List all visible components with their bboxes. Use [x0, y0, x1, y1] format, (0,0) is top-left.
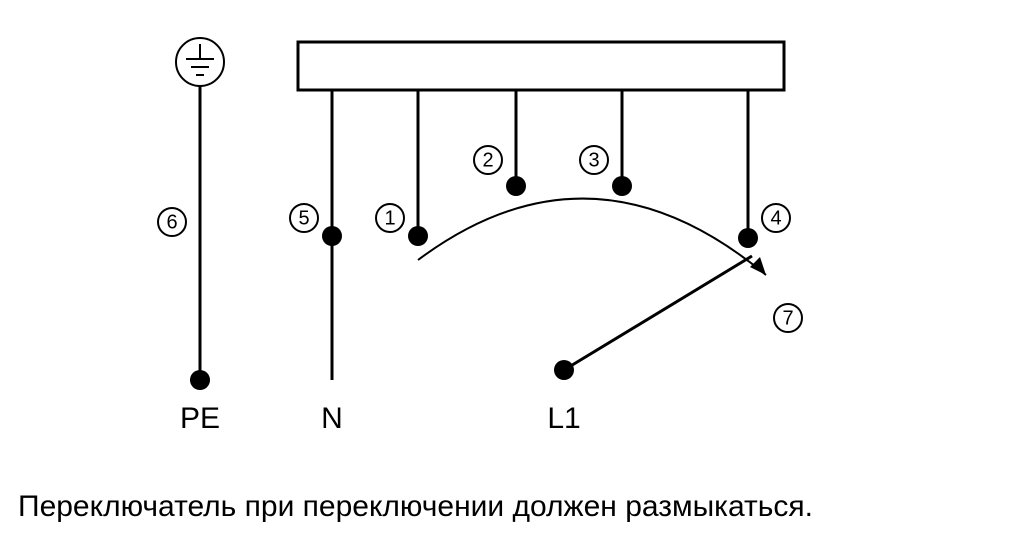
caption-text: Переключатель при переключении должен ра… — [18, 490, 813, 524]
wiring-diagram: PE 6 N 5 1 2 3 4 L1 7 — [0, 0, 1024, 460]
svg-text:N: N — [321, 402, 343, 435]
svg-text:6: 6 — [166, 211, 177, 233]
svg-text:5: 5 — [298, 207, 309, 229]
svg-text:3: 3 — [588, 149, 599, 171]
svg-text:7: 7 — [782, 307, 793, 329]
svg-text:PE: PE — [180, 402, 220, 435]
svg-text:1: 1 — [384, 207, 395, 229]
svg-text:4: 4 — [770, 207, 781, 229]
svg-text:L1: L1 — [547, 402, 580, 435]
svg-text:2: 2 — [482, 149, 493, 171]
